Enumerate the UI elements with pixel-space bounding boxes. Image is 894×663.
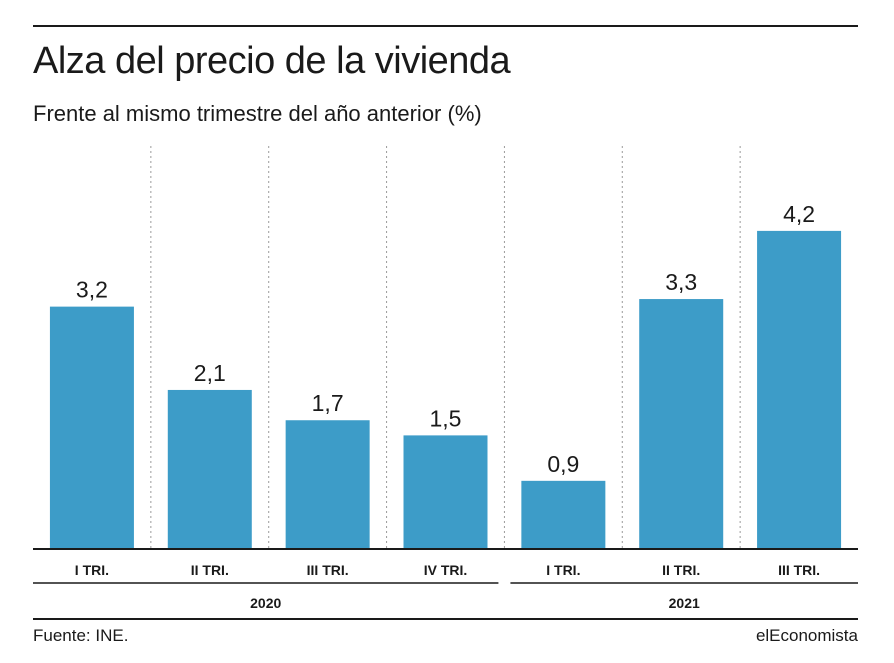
bar-3	[285, 420, 370, 549]
bar-5	[521, 480, 606, 549]
value-label-5: 0,9	[547, 451, 579, 477]
bar-7	[757, 230, 842, 549]
category-label-2: II TRI.	[191, 562, 229, 578]
value-label-6: 3,3	[665, 269, 697, 295]
category-label-1: I TRI.	[75, 562, 109, 578]
value-label-2: 2,1	[194, 360, 226, 386]
bar-6	[639, 299, 724, 549]
category-label-6: II TRI.	[662, 562, 700, 578]
chart-subtitle: Frente al mismo trimestre del año anteri…	[33, 101, 482, 126]
value-label-7: 4,2	[783, 201, 815, 227]
value-label-4: 1,5	[430, 405, 462, 431]
top-rule	[33, 25, 858, 27]
chart-title: Alza del precio de la vivienda	[33, 40, 511, 82]
source-note: Fuente: INE.	[33, 626, 129, 645]
category-label-5: I TRI.	[546, 562, 580, 578]
category-label-7: III TRI.	[778, 562, 820, 578]
bar-2	[167, 389, 252, 549]
group-label-2020: 2020	[250, 595, 281, 611]
value-label-3: 1,7	[312, 390, 344, 416]
group-label-2021: 2021	[669, 595, 700, 611]
category-label-4: IV TRI.	[424, 562, 468, 578]
value-label-1: 3,2	[76, 277, 108, 303]
bar-1	[49, 306, 134, 549]
brand-logo: elEconomista	[755, 626, 858, 645]
bar-4	[403, 435, 488, 549]
category-label-3: III TRI.	[307, 562, 349, 578]
